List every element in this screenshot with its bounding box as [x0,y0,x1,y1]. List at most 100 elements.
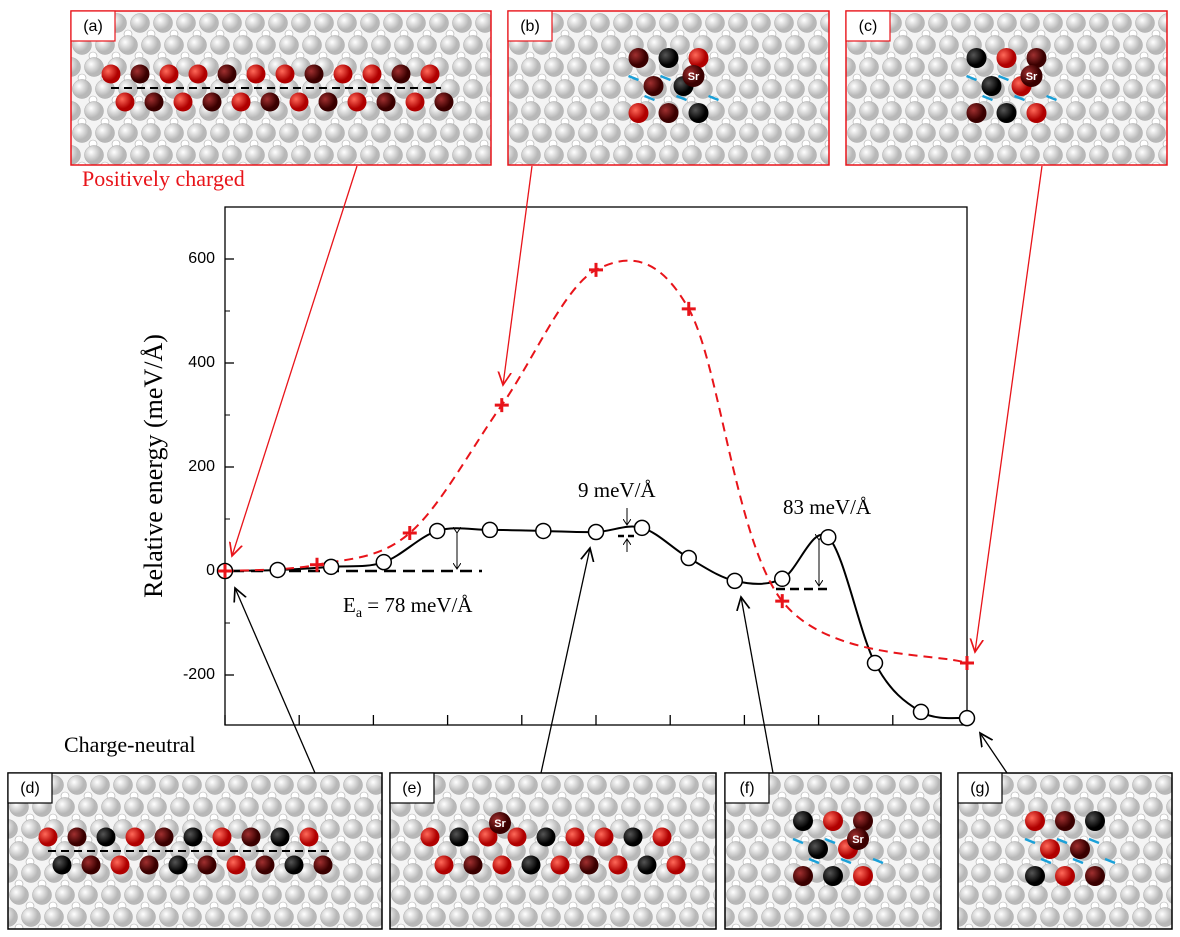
atom [820,57,829,77]
atom [933,885,941,905]
atom [210,35,230,55]
atom [859,101,879,121]
atom [495,775,515,795]
inset-frame [845,10,1168,166]
atom [320,819,340,839]
atom [590,13,610,33]
atom [170,797,190,817]
atom [205,907,225,927]
atom [928,13,948,33]
atom [774,57,794,77]
y-tick-label: 600 [188,250,215,267]
atom-cluster [1085,866,1105,886]
point [960,656,974,671]
atom [9,841,29,861]
atom-cluster [996,48,1017,68]
atom [101,797,121,817]
atom [67,775,87,795]
atom-small [83,923,93,929]
atom [705,145,725,165]
atom [647,123,667,143]
atom [521,57,541,77]
atom [870,123,890,143]
group-label: Charge-neutral [64,732,196,757]
inset: (f) Sr [724,772,958,930]
atom [785,123,805,143]
atom [331,841,351,861]
atom [899,775,919,795]
series-line [224,525,968,720]
atom [749,841,769,861]
plot: -200 0 200 400 600 [183,206,976,727]
atom [147,885,167,905]
atom [239,797,259,817]
atom [403,907,423,927]
atom-small [950,814,958,822]
atom-small [1082,161,1092,165]
inset-frame [507,10,830,166]
atom [331,797,351,817]
atom [130,145,150,165]
atom-small [442,923,452,929]
atom [331,885,351,905]
atom [268,13,288,33]
atom [1123,35,1143,55]
atom-small [244,923,254,929]
atom [690,841,710,861]
atom [141,35,161,55]
atom [555,79,575,99]
atom [1054,35,1074,55]
atom [1077,79,1097,99]
atom [916,79,936,99]
point [481,521,499,539]
atom-row [318,92,338,112]
atom-cluster [853,866,873,886]
atom [21,907,41,927]
sr-label: Sr [688,71,700,83]
atom [1031,123,1051,143]
atom-row [333,64,353,84]
atom [564,775,584,795]
atom [739,123,759,143]
point [589,262,603,277]
atom [636,13,656,33]
atom [876,819,896,839]
atom [1112,101,1132,121]
atom [751,57,771,77]
atom [71,145,81,165]
atom-small [284,161,294,165]
atom-cluster [1085,811,1105,831]
y-tick-label: 0 [206,562,215,579]
displacement [982,94,993,102]
point [681,301,696,316]
atom-small [14,923,24,929]
point [218,564,232,578]
atom [899,907,919,927]
atom [354,797,374,817]
atom [417,35,437,55]
atom [1135,101,1155,121]
atom [962,123,982,143]
atom [508,57,518,77]
atom-small [353,161,363,165]
atom [72,123,92,143]
atom [390,819,400,839]
atom-small [721,161,731,165]
sr-atom [847,828,869,850]
atom [951,57,971,77]
atom [567,145,587,165]
atom [529,797,549,817]
atom [124,885,144,905]
atom [414,885,434,905]
atom [1005,797,1025,817]
atom [239,885,259,905]
atom-small [290,923,300,929]
atom [187,35,207,55]
atom [693,123,713,143]
inset-label: (c) [859,18,878,35]
displacement [792,837,804,845]
point [494,398,509,413]
point [912,703,930,721]
atom-row [463,855,483,875]
atom [1066,145,1086,165]
